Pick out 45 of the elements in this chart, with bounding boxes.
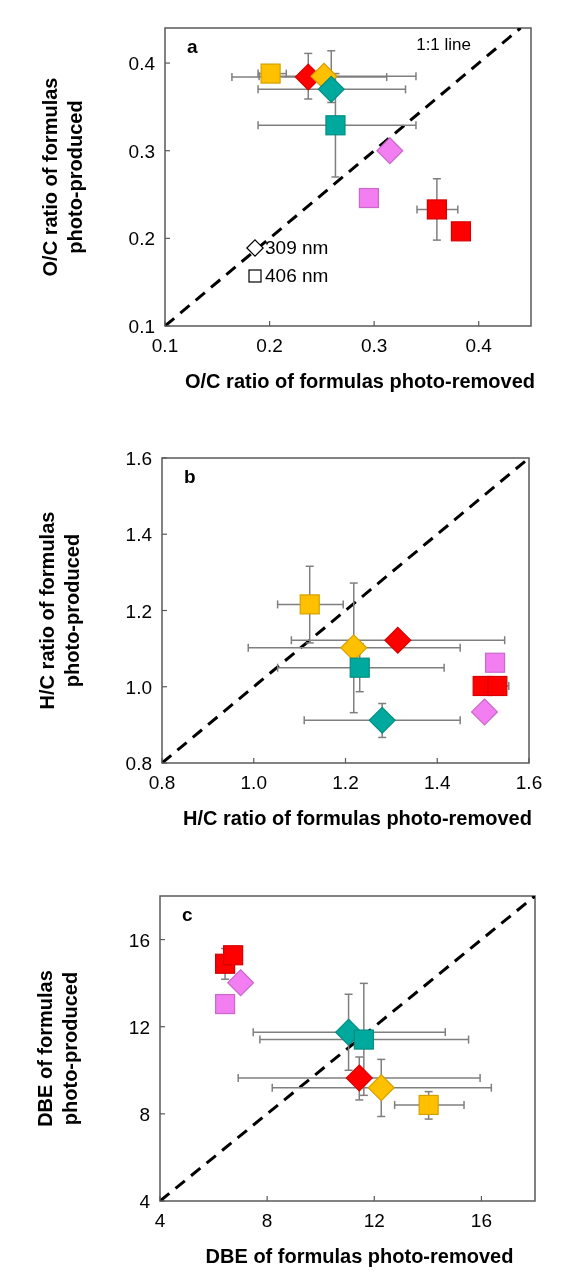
y-axis-title: H/C ratio of formulas photo-produced xyxy=(36,511,83,710)
y-tick-label: 1.6 xyxy=(125,448,152,469)
annotation: 406 nm xyxy=(265,265,329,286)
point xyxy=(426,199,447,220)
point xyxy=(227,969,255,997)
y-tick-label: 8 xyxy=(139,1103,150,1125)
x-tick-label: 1.0 xyxy=(240,772,267,793)
y-tick-label: 16 xyxy=(128,929,150,951)
y-tick-label: 0.4 xyxy=(128,53,156,75)
y-axis-title: DBE of formulas photo-produced xyxy=(34,970,81,1127)
annotation: 1:1 line xyxy=(416,35,471,54)
y-axis-title: O/C ratio of formulas photo-produced xyxy=(39,77,86,277)
x-axis-title: H/C ratio of formulas photo-removed xyxy=(183,807,532,829)
point xyxy=(470,698,499,726)
point xyxy=(376,137,404,165)
x-tick-label: 0.4 xyxy=(465,335,493,356)
point xyxy=(487,675,508,697)
point xyxy=(223,945,244,966)
x-tick-label: 0.3 xyxy=(360,335,388,356)
y-tick-label: 0.1 xyxy=(128,316,155,337)
point xyxy=(367,1074,395,1102)
x-axis-title: O/C ratio of formulas photo-removed xyxy=(184,370,536,392)
x-axis-title: DBE of formulas photo-removed xyxy=(205,1245,514,1267)
x-tick-label: 1.4 xyxy=(424,772,451,793)
point xyxy=(368,706,396,734)
x-tick-label: 16 xyxy=(470,1210,492,1231)
y-tick-label: 0.3 xyxy=(128,140,155,162)
y-tick-label: 4 xyxy=(139,1191,151,1212)
chart-title: b xyxy=(184,466,196,487)
x-tick-label: 0.2 xyxy=(256,335,283,356)
x-tick-label: 12 xyxy=(363,1210,385,1231)
y-tick-label: 1.4 xyxy=(125,524,153,546)
point xyxy=(317,75,345,103)
point xyxy=(450,221,472,242)
x-tick-label: 1.2 xyxy=(332,772,359,793)
y-tick-label: 0.8 xyxy=(125,753,152,774)
y-tick-label: 12 xyxy=(128,1016,150,1038)
y-tick-label: 1.2 xyxy=(125,600,152,622)
y-tick-label: 0.2 xyxy=(128,228,155,250)
chart-title: c xyxy=(182,904,193,925)
x-tick-label: 1.6 xyxy=(515,772,543,793)
annotation: 309 nm xyxy=(265,237,329,258)
y-tick-label: 1.0 xyxy=(125,676,152,698)
chart-title: a xyxy=(187,36,198,57)
x-tick-label: 8 xyxy=(261,1210,273,1231)
